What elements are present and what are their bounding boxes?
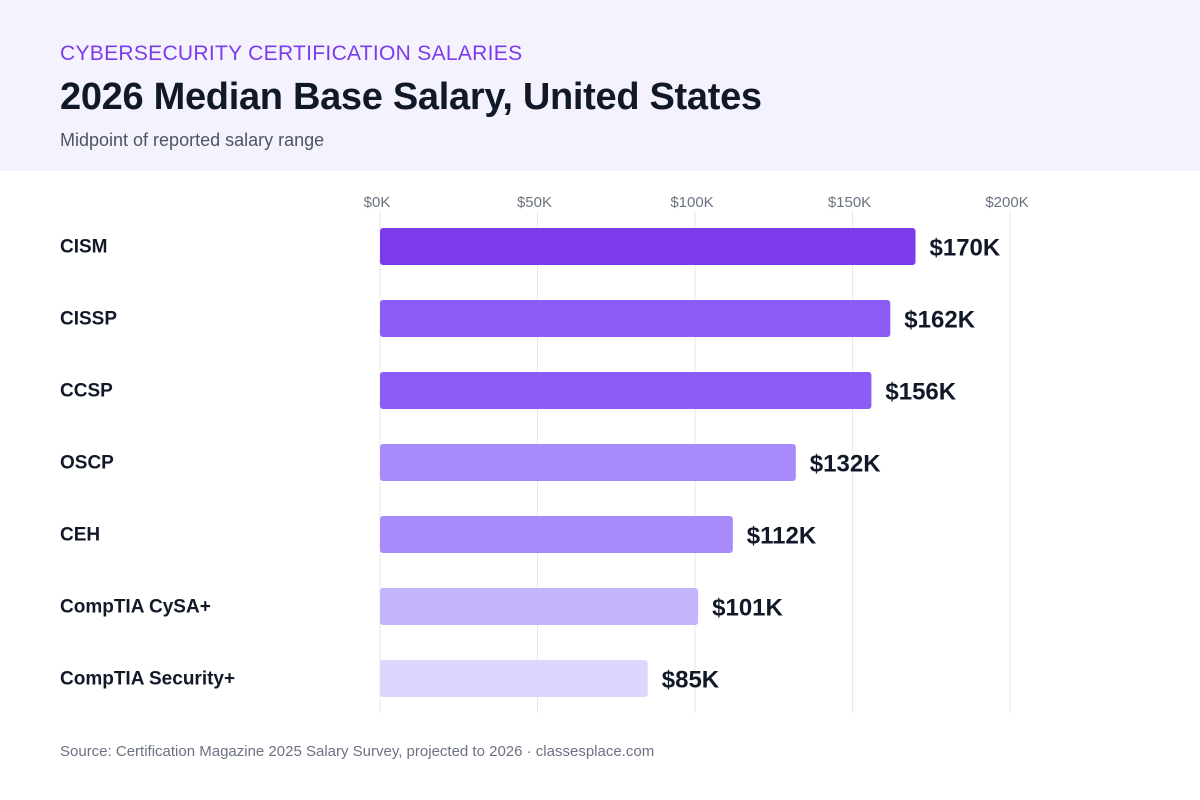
source-note: Source: Certification Magazine 2025 Sala… <box>60 743 655 760</box>
bar <box>380 588 699 625</box>
x-tick-label: $150K <box>828 194 871 211</box>
category-label: OSCP <box>60 453 114 474</box>
value-label: $101K <box>712 595 783 622</box>
category-label: CCSP <box>60 381 113 402</box>
category-label: CompTIA CySA+ <box>60 597 211 618</box>
bar <box>380 300 891 337</box>
value-label: $156K <box>885 379 956 406</box>
header-band: CYBERSECURITY CERTIFICATION SALARIES 202… <box>0 0 1200 171</box>
value-label: $85K <box>662 667 720 694</box>
category-label: CompTIA Security+ <box>60 669 235 690</box>
category-label: CEH <box>60 525 100 546</box>
bar <box>380 660 648 697</box>
value-label: $112K <box>747 523 817 550</box>
bar <box>380 444 796 481</box>
chart-subtitle: Midpoint of reported salary range <box>60 130 325 150</box>
value-label: $170K <box>930 235 1001 262</box>
bar-chart: $0K $50K $100K $150K $200K CISM $170K CISSP $162… <box>60 194 1029 713</box>
x-tick-label: $50K <box>517 194 552 211</box>
category-label: CISSP <box>60 309 117 330</box>
bar <box>380 372 872 409</box>
chart-eyebrow: CYBERSECURITY CERTIFICATION SALARIES <box>60 42 523 65</box>
bar <box>380 228 916 265</box>
value-label: $132K <box>810 451 881 478</box>
chart-title: 2026 Median Base Salary, United States <box>60 76 762 118</box>
bar <box>380 516 733 553</box>
value-label: $162K <box>904 307 975 334</box>
x-tick-label: $200K <box>985 194 1028 211</box>
x-tick-label: $100K <box>670 194 713 211</box>
x-tick-label: $0K <box>364 194 391 211</box>
category-label: CISM <box>60 237 108 258</box>
